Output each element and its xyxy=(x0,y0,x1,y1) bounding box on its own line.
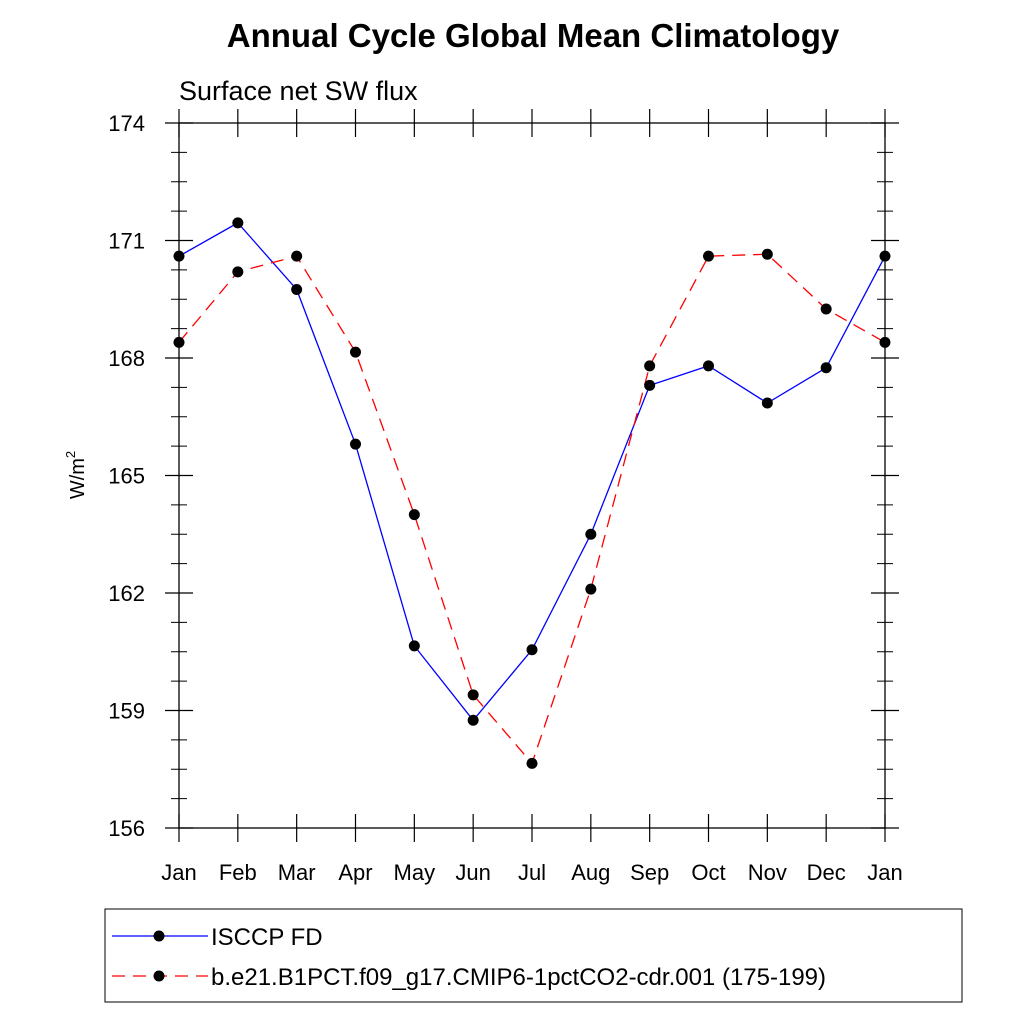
series-1-point xyxy=(879,250,891,262)
series-2-point xyxy=(761,248,773,260)
series-1-point xyxy=(467,714,479,726)
series-1-point xyxy=(761,397,773,409)
series-2-point xyxy=(467,689,479,701)
plot-frame xyxy=(178,122,886,829)
y-axis-label: W/m2 xyxy=(63,451,89,499)
x-tick-label: Oct xyxy=(691,860,725,885)
y-tick-label: 162 xyxy=(108,581,145,606)
legend-label-2: b.e21.B1PCT.f09_g17.CMIP6-1pctCO2-cdr.00… xyxy=(211,964,826,991)
series-1-point xyxy=(644,379,656,391)
y-tick-label: 165 xyxy=(108,464,145,489)
series-2-point xyxy=(644,360,656,372)
legend: ISCCP FD b.e21.B1PCT.f09_g17.CMIP6-1pctCO… xyxy=(112,924,826,991)
x-tick-label: Feb xyxy=(219,860,257,885)
legend-marker-2 xyxy=(153,970,165,982)
y-axis-label-superscript: 2 xyxy=(63,451,78,458)
series-2-point xyxy=(350,346,361,358)
x-tick-label: Nov xyxy=(748,860,787,885)
series-1-point xyxy=(703,360,714,372)
series-2-point xyxy=(291,250,303,262)
series-2-point xyxy=(703,250,714,262)
series-2-point xyxy=(526,757,538,769)
series-2-point xyxy=(173,336,185,348)
series-1-point xyxy=(291,283,303,295)
x-tick-label: Sep xyxy=(630,860,669,885)
svg-text:W/m2: W/m2 xyxy=(63,451,89,499)
x-tick-label: Jul xyxy=(518,860,546,885)
y-tick-label: 174 xyxy=(108,111,145,136)
y-tick-label: 171 xyxy=(108,229,145,254)
chart-subtitle: Surface net SW flux xyxy=(179,76,418,106)
series-1-point xyxy=(173,250,185,262)
y-tick-label: 156 xyxy=(108,816,145,841)
x-tick-label: May xyxy=(394,860,436,885)
series-2-point xyxy=(408,509,420,521)
x-tick-label: Mar xyxy=(278,860,316,885)
series-2-point xyxy=(820,303,832,315)
x-tick-label: Jun xyxy=(455,860,490,885)
series-2-point xyxy=(879,336,891,348)
series-1-point xyxy=(820,362,832,374)
axis-ticks xyxy=(165,109,899,842)
series-1-point xyxy=(232,217,244,229)
y-axis-label-text: W/m xyxy=(67,458,89,499)
x-tick-label: Jan xyxy=(161,860,196,885)
legend-marker-1 xyxy=(153,930,165,942)
legend-label-1: ISCCP FD xyxy=(211,924,323,951)
series-1-point xyxy=(526,644,538,656)
series-1-point xyxy=(585,528,597,540)
y-tick-label: 168 xyxy=(108,346,145,371)
series-2-point xyxy=(232,266,244,278)
x-tick-label: Apr xyxy=(338,860,372,885)
y-tick-label: 159 xyxy=(108,699,145,724)
series-1-point xyxy=(350,438,361,450)
legend-box xyxy=(104,908,963,1003)
tick-labels: 156 159 162 165 168 171 174 Jan Feb Mar Apr May Jun J… xyxy=(108,111,902,885)
series-line-2 xyxy=(178,253,886,765)
series-2-point xyxy=(585,583,597,595)
x-tick-label: Jan xyxy=(867,860,902,885)
chart-title: Annual Cycle Global Mean Climatology xyxy=(227,17,840,54)
x-tick-label: Aug xyxy=(571,860,610,885)
x-tick-label: Dec xyxy=(807,860,846,885)
series-layer xyxy=(173,217,891,769)
series-1-point xyxy=(408,640,420,652)
